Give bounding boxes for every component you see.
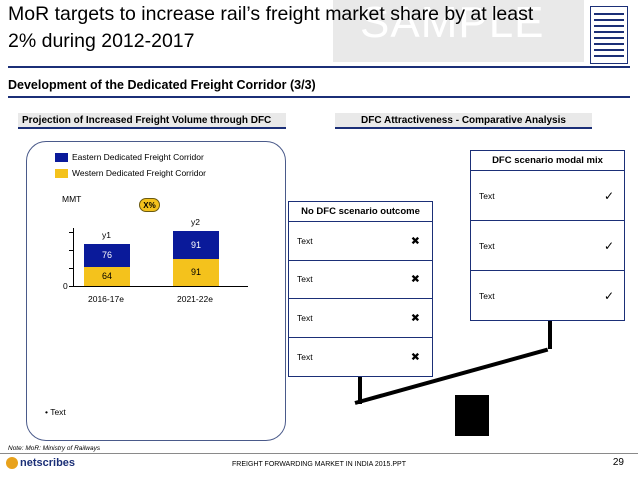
right-section-heading: DFC Attractiveness - Comparative Analysi… xyxy=(335,113,592,129)
cross-icon: ✖ xyxy=(410,235,420,248)
x-tick-label: 2021-22e xyxy=(177,294,213,304)
row-label: Text xyxy=(297,351,313,362)
x-axis-line xyxy=(73,286,248,287)
check-icon: ✓ xyxy=(603,238,614,253)
table-row: Text ✖ xyxy=(289,261,432,299)
table-row: Text ✓ xyxy=(471,171,624,221)
document-name: FREIGHT FORWARDING MARKET IN INDIA 2015.… xyxy=(232,461,406,468)
cross-icon: ✖ xyxy=(410,351,420,364)
logo-mark-icon xyxy=(6,457,18,469)
growth-badge: X% xyxy=(139,198,160,212)
scale-left-hanger xyxy=(358,377,362,404)
cross-icon: ✖ xyxy=(410,273,420,286)
sample-watermark: SAMPLE xyxy=(360,0,545,47)
netscribes-logo: netscribes xyxy=(6,457,75,469)
bar-segment: 91 xyxy=(173,258,219,286)
flag-icon xyxy=(590,6,628,64)
row-label: Text xyxy=(479,240,495,251)
legend-label-eastern: Eastern Dedicated Freight Corridor xyxy=(72,152,204,162)
table-row: Text ✓ xyxy=(471,221,624,271)
logo-text: netscribes xyxy=(20,457,76,469)
y-axis-unit: MMT xyxy=(62,194,82,204)
bar-segment: 64 xyxy=(84,266,130,286)
legend-swatch-eastern xyxy=(55,152,68,162)
left-section-heading: Projection of Increased Freight Volume t… xyxy=(18,113,286,129)
y-tick xyxy=(69,286,73,287)
cross-icon: ✖ xyxy=(410,312,420,325)
row-label: Text xyxy=(297,312,313,323)
sample-watermark-box xyxy=(333,0,584,62)
table-row: Text ✖ xyxy=(289,222,432,261)
check-icon: ✓ xyxy=(603,289,614,303)
header-divider xyxy=(8,66,630,68)
page-number: 29 xyxy=(612,457,624,468)
footnote: Note: MoR: Ministry of Railways xyxy=(8,445,101,452)
scale-weight xyxy=(455,395,489,436)
legend-swatch-western xyxy=(55,168,68,178)
page-title-line-1: MoR targets to increase rail’s freight m… xyxy=(8,3,534,25)
page-title-line-2: 2% during 2012-2017 xyxy=(8,30,195,52)
table-row: Text ✖ xyxy=(289,299,432,338)
y-tick xyxy=(69,232,73,233)
footer-divider xyxy=(0,453,638,454)
legend-label-western: Western Dedicated Freight Corridor xyxy=(72,168,207,178)
y-axis-line xyxy=(73,228,74,286)
table-row: Text ✖ xyxy=(289,338,432,377)
no-dfc-table-title: No DFC scenario outcome xyxy=(289,202,432,222)
section-subtitle: Development of the Dedicated Freight Cor… xyxy=(8,78,316,92)
legend-eastern: Eastern Dedicated Freight Corridor xyxy=(55,152,204,162)
y-tick xyxy=(69,268,73,269)
legend-western: Western Dedicated Freight Corridor xyxy=(55,168,206,178)
row-label: Text xyxy=(479,291,495,301)
row-label: Text xyxy=(479,190,495,201)
scale-right-hanger xyxy=(548,321,552,349)
x-tick-label: 2016-17e xyxy=(88,294,124,304)
subtitle-divider xyxy=(8,96,630,98)
bar-segment: 76 xyxy=(84,244,130,267)
bullet-text: • Text xyxy=(45,407,66,417)
projection-panel xyxy=(26,141,286,441)
y-tick xyxy=(69,250,73,251)
dfc-table: DFC scenario modal mix Text ✓ Text ✓ Text ✓ xyxy=(470,150,625,321)
table-row: Text ✓ xyxy=(471,271,624,321)
bar-segment: 91 xyxy=(173,231,219,259)
bar-total-label: y2 xyxy=(191,217,200,228)
dfc-table-title: DFC scenario modal mix xyxy=(471,151,624,171)
check-icon: ✓ xyxy=(603,188,614,203)
bar-total-label: y1 xyxy=(102,230,111,240)
row-label: Text xyxy=(297,235,313,246)
row-label: Text xyxy=(297,274,313,285)
no-dfc-table: No DFC scenario outcome Text ✖ Text ✖ Text ✖ T… xyxy=(288,201,433,377)
bullet-text-label: Text xyxy=(50,407,66,417)
y-axis-zero-label: 0 xyxy=(63,281,68,291)
